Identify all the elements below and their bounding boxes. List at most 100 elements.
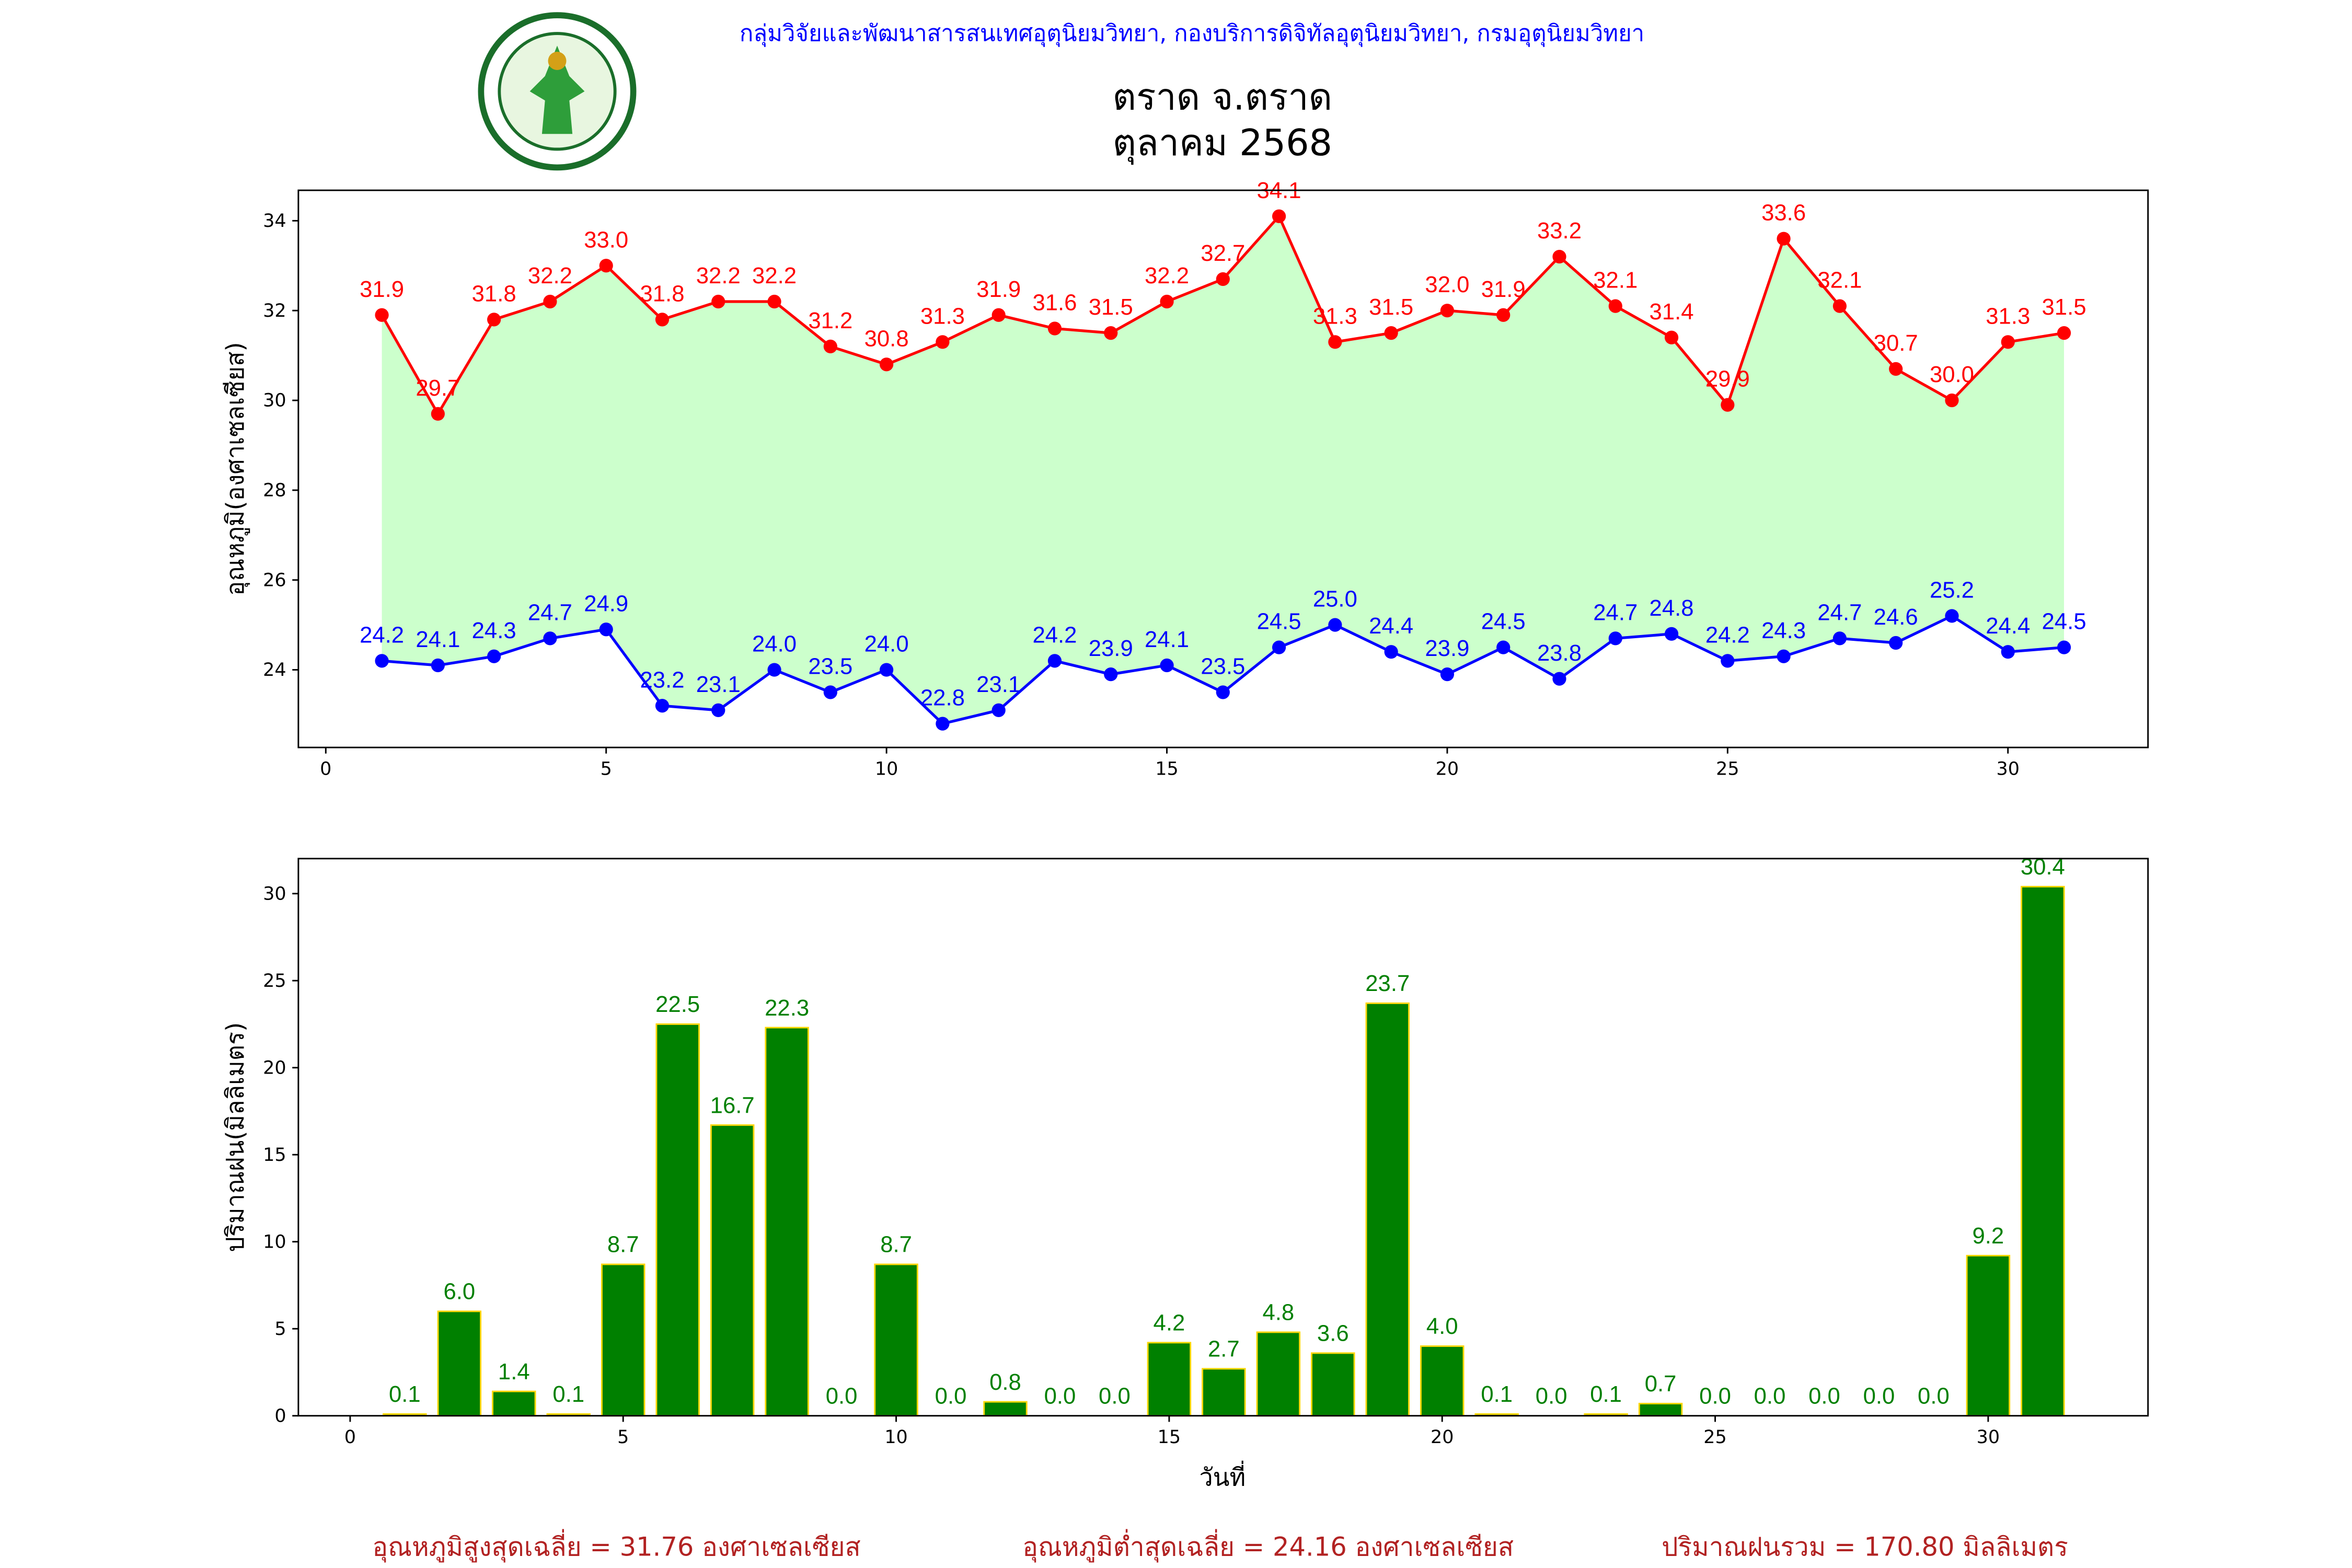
min-temperature-label: 23.5 [808,654,852,679]
min-temperature-label: 24.0 [752,631,797,657]
max-temperature-point [2001,335,2015,349]
rain-bar [437,1310,482,1417]
rain-bar [1311,1352,1355,1417]
max-temperature-label: 31.9 [360,276,404,302]
max-temperature-point [431,407,445,421]
rain-bar-label: 0.1 [1590,1381,1622,1407]
rainfall-x-tick-label: 5 [617,1427,629,1448]
max-temperature-label: 29.9 [1705,366,1750,392]
rain-bar-label: 0.0 [1099,1383,1131,1409]
min-temperature-point [1721,654,1735,668]
max-temperature-label: 30.8 [864,326,909,351]
temperature-y-tick-label: 28 [263,480,286,501]
max-temperature-point [655,313,670,327]
max-temperature-point [991,308,1006,322]
min-temperature-point [880,663,894,677]
min-temperature-point [1945,609,1959,623]
max-temperature-point [1384,326,1398,340]
min-temperature-point [1216,685,1230,699]
temperature-x-tick-label: 25 [1716,759,1739,780]
rain-bar-label: 0.7 [1645,1371,1677,1397]
rainfall-y-tick-label: 25 [263,971,286,991]
rain-bar-label: 22.3 [765,995,809,1021]
min-temperature-point [1777,649,1791,663]
min-temperature-label: 24.5 [1481,609,1526,635]
rain-bar-label: 1.4 [498,1359,530,1385]
rain-bar-label: 4.2 [1154,1310,1185,1336]
rainfall-y-tick-label: 20 [263,1057,286,1078]
min-temperature-label: 25.2 [1930,577,1974,603]
min-temperature-point [1047,654,1062,668]
min-temperature-point [1104,667,1118,682]
temperature-y-tick-label: 32 [263,301,286,321]
rain-bar [1202,1368,1246,1417]
rain-bar [1256,1331,1301,1417]
rainfall-x-tick-label: 10 [884,1427,907,1448]
min-temperature-point [1889,636,1903,650]
max-temperature-label: 32.2 [1145,263,1189,289]
max-temperature-point [2057,326,2071,340]
rainfall-chart: 0.1 6.0 1.4 0.1 8.7 22.5 16.7 22.3 0.0 8.7 0.0 0.8 0… [263,854,2149,1448]
min-temperature-point [487,649,501,663]
max-temperature-point [936,335,950,349]
max-temperature-label: 32.2 [528,263,572,289]
max-temperature-point [1608,299,1622,313]
rain-bar-label: 0.0 [1536,1383,1567,1409]
rainfall-x-label: วันที่ [1199,1461,1246,1492]
max-temperature-point [1664,330,1679,344]
max-temperature-label: 31.9 [1481,276,1526,302]
max-temperature-point [1832,299,1847,313]
rain-bar-label: 4.8 [1262,1300,1294,1325]
max-temperature-point [1945,393,1959,408]
rainfall-y-label: ปริมาณฝน(มิลลิเมตร) [221,1022,249,1252]
min-temperature-label: 22.8 [920,685,965,711]
rain-bar-label: 0.1 [389,1381,421,1407]
rain-bar-label: 9.2 [1973,1223,2004,1249]
rain-bar-label: 3.6 [1317,1321,1349,1346]
rain-bar [1365,1002,1410,1417]
rain-bar-label: 0.8 [989,1369,1021,1395]
min-temperature-label: 24.2 [1032,622,1077,648]
max-temperature-label: 32.0 [1425,272,1469,297]
max-temperature-point [1216,272,1230,286]
min-temperature-label: 24.5 [1257,609,1301,635]
rainfall-y-tick-label: 15 [263,1145,286,1166]
min-temperature-label: 24.1 [416,627,460,652]
footer-avg-min: อุณหภูมิต่ำสุดเฉลี่ย = 24.16 องศาเซลเซีย… [1022,1529,1514,1563]
temperature-chart: 31.9 29.7 31.8 32.2 33.0 31.8 32.2 32.2 31.2 30.8… [263,178,2149,780]
max-temperature-label: 31.8 [472,281,516,306]
min-temperature-label: 24.8 [1650,595,1694,621]
max-temperature-point [599,259,613,273]
min-temperature-label: 24.5 [2042,609,2086,635]
min-temperature-label: 24.3 [472,618,516,643]
min-temperature-label: 24.9 [584,591,628,616]
rain-bar-label: 6.0 [443,1279,475,1305]
min-temperature-label: 24.4 [1986,613,2030,639]
min-temperature-label: 23.9 [1089,636,1133,661]
temperature-y-label: อุณหภูมิ(องศาเซลเซียส) [221,342,250,596]
temperature-y-tick-label: 34 [263,211,286,232]
min-temperature-point [711,703,725,717]
min-temperature-point [2057,640,2071,654]
rain-bar [655,1023,700,1417]
min-temperature-label: 23.8 [1537,640,1582,666]
rain-bar-label: 0.0 [1808,1383,1840,1409]
max-temperature-label: 31.5 [1369,294,1413,320]
rain-bar [492,1390,536,1417]
logo [478,12,637,171]
max-temperature-label: 31.3 [1986,303,2030,329]
min-temperature-point [375,654,389,668]
min-temperature-point [1664,627,1679,641]
rainfall-x-tick-label: 15 [1158,1427,1181,1448]
max-temperature-point [1047,321,1062,336]
rain-bar-label: 0.0 [1044,1383,1076,1409]
min-temperature-label: 24.2 [360,622,404,648]
min-temperature-point [936,717,950,731]
max-temperature-label: 31.5 [1089,294,1133,320]
max-temperature-label: 30.0 [1930,362,1974,387]
max-temperature-label: 32.1 [1593,268,1638,293]
max-temperature-label: 32.1 [1817,268,1862,293]
rainfall-axes-frame [297,858,2149,1417]
temperature-x-tick-label: 20 [1436,759,1459,780]
